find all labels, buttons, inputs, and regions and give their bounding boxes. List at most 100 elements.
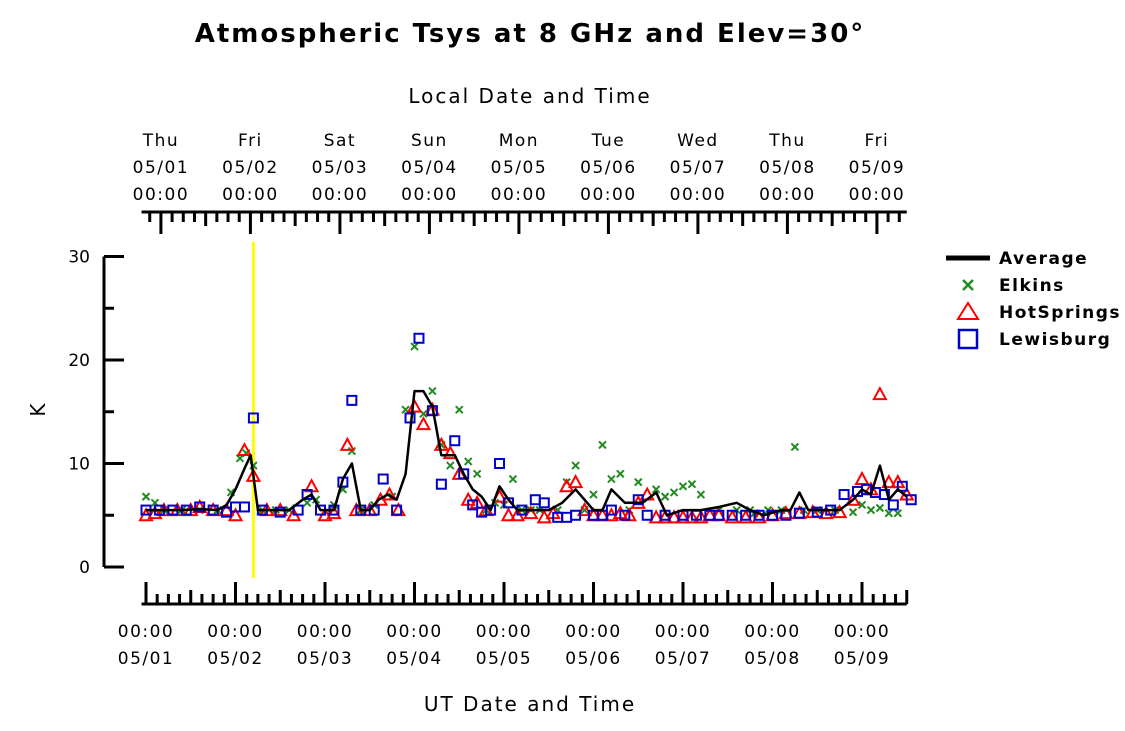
bottom-tick-label: 00:00 (655, 622, 712, 642)
elkins-point (669, 488, 679, 497)
elkins-point (884, 508, 894, 518)
lewisburg-point (619, 509, 631, 521)
lewisburg-point (605, 504, 617, 516)
hotsprings-point (724, 509, 740, 524)
average-line (146, 389, 908, 517)
bottom-tick-label: 05/07 (655, 649, 712, 669)
elkins-point (410, 342, 419, 351)
hotsprings-point (854, 470, 870, 486)
legend-item-average: Average (946, 249, 1088, 269)
top-tick-label: 05/04 (401, 158, 458, 178)
bottom-tick-label: 05/08 (744, 649, 801, 669)
top-tick-label: 05/08 (759, 158, 816, 178)
elkins-point (607, 474, 616, 484)
bottom-axis-tick-labels: 00:00 05/01 00:00 05/02 00:00 05/03 00:00 05/04… (118, 622, 891, 669)
elkins-point (848, 507, 858, 517)
hotsprings-point (406, 398, 423, 413)
top-tick-label: Sun (411, 131, 448, 151)
elkins-point (857, 500, 867, 510)
y-tick-label: 20 (68, 351, 90, 371)
elkins-point (696, 490, 706, 499)
legend-swatch-square (957, 328, 979, 350)
top-axis-label: Local Date and Time (408, 84, 651, 108)
elkins-point (589, 490, 598, 499)
hotsprings-point (737, 509, 754, 524)
elkins-point (651, 485, 661, 494)
lewisburg-point (467, 499, 479, 511)
top-tick-label: 05/01 (133, 158, 190, 178)
elkins-point (866, 505, 876, 515)
elkins-point (598, 440, 607, 450)
lewisburg-point (713, 509, 725, 521)
elkins-point (347, 446, 357, 456)
legend-swatch-x (962, 279, 974, 291)
hotsprings-point (227, 507, 244, 522)
legend-item-elkins: Elkins (962, 276, 1063, 296)
hotsprings-point (657, 509, 673, 524)
top-tick-label: Thu (768, 131, 805, 151)
bottom-tick-label: 00:00 (386, 622, 443, 642)
bottom-tick-label: 00:00 (834, 622, 891, 642)
elkins-point (678, 482, 688, 491)
elkins-point (893, 508, 903, 518)
lewisburg-point (896, 480, 908, 492)
y-tick-label: 0 (79, 558, 90, 578)
hotsprings-point (339, 436, 356, 451)
hotsprings-point (567, 474, 584, 489)
lewisburg-point (529, 494, 541, 506)
hotsprings-point (576, 501, 593, 517)
lewisburg-point (494, 458, 506, 469)
hotsprings-point (648, 509, 664, 524)
top-tick-label: 00:00 (759, 185, 816, 205)
bottom-axis-label: UT Date and Time (424, 692, 636, 716)
lewisburg-point (458, 468, 470, 480)
legend-item-hotsprings: HotSprings (956, 301, 1121, 323)
y-axis-label: K (26, 403, 50, 417)
lewisburg-point (838, 489, 850, 501)
legend-item-lewisburg: Lewisburg (957, 328, 1110, 350)
elkins-point (660, 492, 670, 501)
lewisburg-point (561, 511, 573, 523)
bottom-tick-label: 05/01 (118, 649, 175, 669)
bottom-tick-label: 00:00 (476, 622, 533, 642)
lewisburg-point (632, 494, 644, 506)
legend-swatch-triangle (956, 301, 980, 320)
lewisburg-point (391, 504, 403, 516)
lewisburg-point (238, 501, 250, 513)
legend: Average Elkins HotSprings Lewisburg (946, 249, 1121, 350)
top-tick-label: 05/02 (222, 158, 279, 178)
lewisburg-point (435, 478, 447, 490)
lewisburg-point (793, 507, 805, 519)
top-tick-label: Fri (865, 131, 890, 151)
y-axis-tick-labels: 0 10 20 30 (68, 248, 90, 579)
top-tick-label: 00:00 (312, 185, 369, 205)
bottom-tick-label: 05/02 (207, 649, 264, 669)
legend-label: Average (999, 249, 1088, 269)
lewisburg-point (538, 497, 550, 509)
hotsprings-point (218, 501, 235, 517)
bottom-tick-label: 00:00 (118, 622, 175, 642)
lewisburg-point (740, 509, 752, 521)
legend-label: HotSprings (999, 303, 1121, 323)
hotsprings-point (415, 416, 432, 431)
top-tick-label: 05/05 (491, 158, 548, 178)
lewisburg-point (413, 332, 425, 344)
hotsprings-point (831, 504, 848, 519)
elkins-point (616, 469, 625, 479)
hotsprings-point (666, 509, 682, 524)
top-tick-label: 00:00 (580, 185, 637, 205)
hotsprings-point (881, 474, 897, 489)
lewisburg-point (449, 435, 461, 447)
hotsprings-point (236, 441, 253, 457)
y-tick-label: 10 (68, 455, 90, 475)
bottom-tick-label: 00:00 (744, 622, 801, 642)
top-tick-label: 00:00 (849, 185, 906, 205)
hotsprings-point (675, 509, 691, 524)
hotsprings-point (147, 505, 163, 520)
top-tick-label: 05/09 (849, 158, 906, 178)
lewisburg-point (485, 504, 497, 516)
top-tick-label: 00:00 (133, 185, 190, 205)
top-tick-label: Thu (142, 131, 179, 151)
hotsprings-point (326, 505, 342, 520)
hotsprings-point (778, 505, 794, 520)
